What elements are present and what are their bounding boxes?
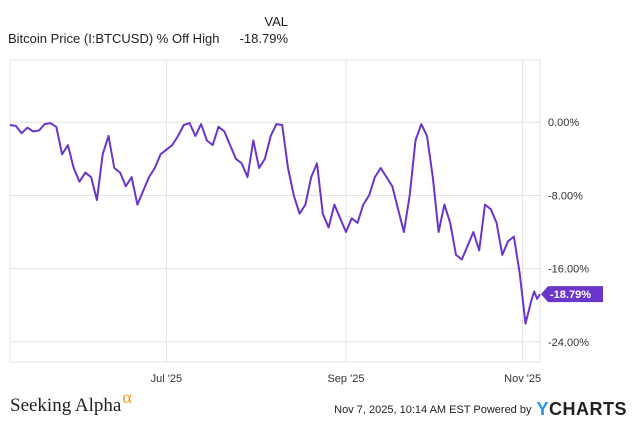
ycharts-logo: YCHARTS (536, 399, 627, 419)
end-value-flag: -18.79% (541, 286, 603, 303)
brand-text: Seeking Alpha (10, 395, 122, 416)
legend-series-name: Bitcoin Price (I:BTCUSD) % Off High (8, 31, 220, 46)
x-tick-label: Jul '25 (151, 373, 182, 385)
timestamp-text: Nov 7, 2025, 10:14 AM EST Powered by (334, 403, 532, 416)
x-tick-label: Sep '25 (327, 373, 364, 385)
legend-column-header: VAL (264, 14, 288, 29)
legend-series-value: -18.79% (239, 31, 288, 46)
y-tick-label: -8.00% (548, 190, 583, 202)
series-line (9, 122, 541, 325)
y-tick-label: -24.00% (548, 337, 589, 349)
y-tick-label: -16.00% (548, 264, 589, 276)
alpha-icon: α (122, 387, 132, 407)
plot-frame (9, 59, 541, 363)
seeking-alpha-logo: Seeking Alphaα (10, 387, 132, 417)
x-tick-label: Nov '25 (504, 373, 541, 385)
end-value-label: -18.79% (550, 289, 591, 301)
provider-text: CHARTS (549, 399, 627, 419)
y-tick-label: 0.00% (548, 117, 579, 129)
footer-attribution: Nov 7, 2025, 10:14 AM EST Powered by YCH… (334, 399, 627, 420)
